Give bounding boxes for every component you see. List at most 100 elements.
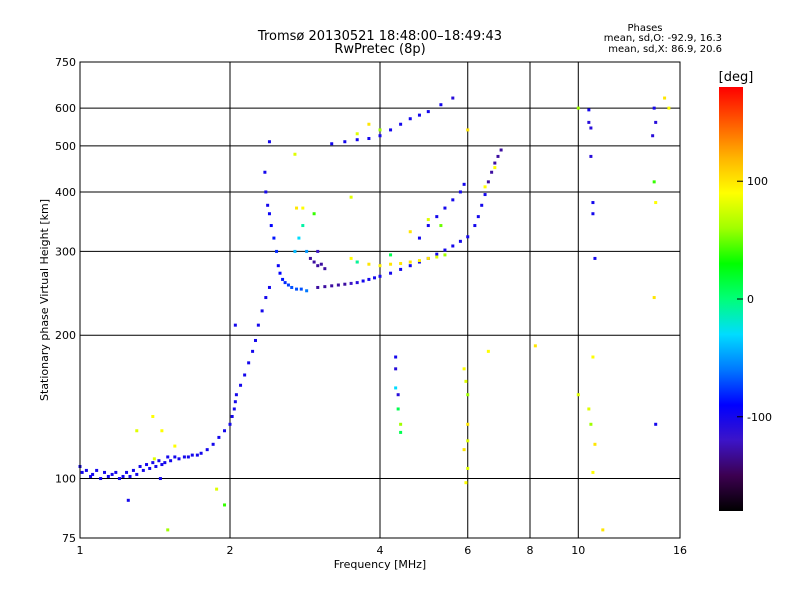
data-point — [490, 170, 494, 174]
data-point — [323, 285, 327, 289]
data-point — [276, 264, 280, 268]
data-point — [394, 355, 398, 359]
data-point — [312, 212, 316, 216]
data-point — [228, 422, 232, 426]
data-point — [399, 267, 403, 271]
data-point — [131, 468, 135, 472]
data-point — [103, 470, 107, 474]
data-point — [426, 218, 430, 222]
data-point — [330, 142, 334, 146]
legend-line-o: mean, sd,O: -92.9, 16.3 — [604, 33, 722, 44]
data-point — [533, 344, 537, 348]
data-point — [290, 285, 294, 289]
data-point — [121, 474, 125, 478]
data-point — [125, 470, 129, 474]
data-point — [91, 472, 95, 476]
data-point — [367, 137, 371, 141]
data-point — [458, 190, 462, 194]
data-point — [256, 323, 260, 327]
data-point — [215, 487, 219, 491]
data-point — [349, 195, 353, 199]
data-point — [435, 215, 439, 219]
data-point — [394, 386, 398, 390]
data-point — [458, 239, 462, 243]
data-point — [589, 154, 593, 158]
data-point — [654, 120, 658, 124]
x-tick-label: 2 — [227, 544, 234, 557]
data-point — [408, 260, 412, 264]
legend-title: Phases — [627, 23, 662, 34]
data-point — [417, 113, 421, 117]
data-point — [117, 477, 121, 481]
data-point — [389, 262, 393, 266]
data-point — [230, 414, 234, 418]
data-point — [157, 459, 161, 463]
data-point — [281, 277, 285, 281]
data-point — [154, 464, 158, 468]
data-point — [247, 361, 251, 365]
data-point — [378, 134, 382, 138]
data-point — [283, 281, 287, 285]
y-tick-label: 500 — [55, 140, 76, 153]
data-point — [211, 442, 215, 446]
data-point — [330, 284, 334, 288]
data-point — [466, 422, 470, 426]
data-point — [417, 236, 421, 240]
data-point — [233, 400, 237, 404]
data-point — [160, 463, 164, 467]
data-point — [355, 138, 359, 142]
data-point — [135, 472, 139, 476]
data-point — [466, 466, 470, 470]
data-point — [160, 429, 164, 433]
data-point — [234, 393, 238, 397]
data-point — [239, 383, 243, 387]
data-point — [233, 323, 237, 327]
data-point — [267, 212, 271, 216]
data-point — [589, 126, 593, 130]
data-point — [205, 448, 209, 452]
data-point — [182, 455, 186, 459]
data-point — [593, 442, 597, 446]
data-point — [138, 464, 142, 468]
data-point — [408, 117, 412, 121]
data-point — [496, 154, 500, 158]
data-point — [293, 249, 297, 253]
data-point — [312, 260, 316, 264]
data-point — [576, 393, 580, 397]
data-point — [166, 455, 170, 459]
data-point — [297, 236, 301, 240]
data-point — [396, 407, 400, 411]
grid — [80, 62, 680, 538]
data-point — [451, 198, 455, 202]
data-point — [576, 106, 580, 110]
data-point — [264, 190, 268, 194]
data-point — [269, 224, 273, 228]
data-point — [251, 349, 255, 353]
data-point — [399, 122, 403, 126]
data-point — [486, 349, 490, 353]
data-point — [305, 289, 309, 293]
colorbar-tick-label: 0 — [747, 293, 754, 306]
data-point — [652, 180, 656, 184]
data-point — [263, 170, 267, 174]
data-point — [408, 230, 412, 234]
data-point — [286, 283, 290, 287]
colorbar-tick-label: 100 — [747, 175, 768, 188]
y-tick-label: 200 — [55, 329, 76, 342]
data-point — [148, 466, 152, 470]
data-point — [483, 193, 487, 197]
plot-area — [79, 61, 681, 539]
data-point — [466, 393, 470, 397]
data-point — [389, 128, 393, 132]
data-point — [462, 367, 466, 371]
data-point — [443, 253, 447, 257]
data-point — [173, 444, 177, 448]
data-point — [443, 206, 447, 210]
data-point — [151, 461, 155, 465]
data-point — [349, 256, 353, 260]
data-point — [476, 215, 480, 219]
x-axis-label: Frequency [MHz] — [334, 558, 426, 571]
data-point — [493, 161, 497, 165]
data-point — [355, 281, 359, 285]
data-point — [439, 224, 443, 228]
